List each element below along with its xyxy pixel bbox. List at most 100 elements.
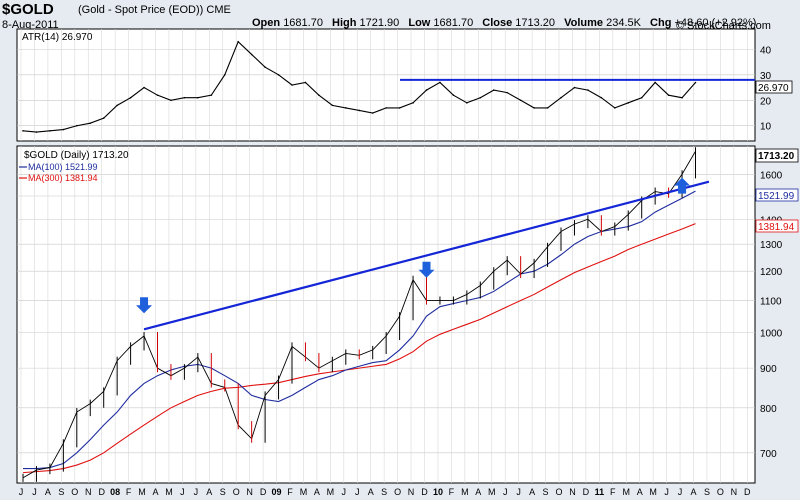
atr-point bbox=[331, 104, 334, 107]
x-tick-label: S bbox=[704, 487, 710, 497]
chart-header: $GOLD (Gold - Spot Price (EOD)) CME 8-Au… bbox=[0, 0, 800, 34]
atr-tick-label: 30 bbox=[760, 71, 772, 82]
x-tick-label: N bbox=[731, 487, 738, 497]
atr-point bbox=[600, 96, 603, 99]
atr-point bbox=[156, 94, 159, 96]
atr-last-value-tag: 26.970 bbox=[755, 80, 793, 94]
atr-point bbox=[506, 91, 509, 94]
volume-label: Volume bbox=[564, 17, 604, 29]
atr-point bbox=[519, 99, 522, 102]
atr-point bbox=[371, 112, 374, 114]
price-last-value: 1713.20 bbox=[758, 151, 795, 162]
atr-point bbox=[667, 94, 670, 96]
open-label: Open bbox=[252, 17, 281, 29]
x-tick-label: A bbox=[475, 487, 481, 497]
x-tick-label: D bbox=[421, 487, 428, 497]
x-tick-label: S bbox=[543, 487, 549, 497]
x-tick-label: A bbox=[206, 487, 212, 497]
price-legend-label: $GOLD (Daily) bbox=[24, 150, 90, 161]
price-tick-label: 1100 bbox=[760, 297, 782, 308]
x-tick-label: A bbox=[690, 487, 696, 497]
x-tick-label: D bbox=[583, 487, 590, 497]
x-tick-label: J bbox=[342, 487, 347, 497]
price-tick-label: 1200 bbox=[760, 267, 783, 278]
x-tick-label: D bbox=[260, 487, 267, 497]
atr-point bbox=[546, 107, 549, 109]
price-tick-label: 1000 bbox=[760, 329, 783, 340]
description-text: (Gold - Spot Price (EOD)) bbox=[78, 4, 204, 16]
x-tick-label: J bbox=[355, 487, 360, 497]
symbol-description: (Gold - Spot Price (EOD)) CME bbox=[78, 4, 231, 16]
x-tick-label: M bbox=[165, 487, 173, 497]
atr-point bbox=[479, 96, 482, 99]
atr-point bbox=[466, 102, 468, 104]
atr-point bbox=[210, 94, 213, 96]
atr-point bbox=[62, 128, 65, 131]
price-tick-label: 1600 bbox=[760, 170, 783, 181]
x-tick-label: D bbox=[98, 487, 105, 497]
x-tick-label: N bbox=[569, 487, 576, 497]
price-tick-label: 700 bbox=[760, 449, 777, 460]
low-value: 1681.70 bbox=[433, 17, 474, 29]
x-tick-label: D bbox=[744, 487, 751, 497]
x-tick-label: N bbox=[85, 487, 92, 497]
atr-point bbox=[492, 89, 495, 91]
x-tick-label: 11 bbox=[595, 487, 605, 497]
x-tick-label: N bbox=[246, 487, 253, 497]
x-tick-label: M bbox=[623, 487, 631, 497]
annotations bbox=[136, 78, 755, 331]
x-tick-label: 09 bbox=[272, 487, 282, 497]
price-tick-label: 800 bbox=[760, 404, 777, 415]
x-tick-label: F bbox=[126, 487, 132, 497]
atr-tick-label: 20 bbox=[760, 96, 772, 107]
x-tick-label: M bbox=[649, 487, 657, 497]
atr-point bbox=[277, 74, 280, 76]
ma100-line bbox=[23, 190, 696, 470]
x-tick-label: F bbox=[449, 487, 455, 497]
atr-point bbox=[76, 124, 78, 127]
ma300-last-value: 1381.94 bbox=[758, 222, 795, 233]
atr-point bbox=[264, 66, 266, 68]
date-label: 8-Aug-2011 bbox=[2, 19, 59, 31]
x-tick-label: M bbox=[300, 487, 308, 497]
atr-point bbox=[654, 81, 656, 84]
price-tick-label: 1300 bbox=[760, 240, 783, 251]
symbol-title: $GOLD bbox=[2, 1, 54, 18]
atr-tick-label: 10 bbox=[760, 122, 772, 133]
x-tick-label: F bbox=[610, 487, 616, 497]
ma300-line bbox=[22, 223, 696, 474]
x-tick-label: S bbox=[220, 487, 226, 497]
atr-series bbox=[22, 40, 697, 133]
atr-point bbox=[291, 84, 293, 86]
ma100-last-value-tag: 1521.99 bbox=[755, 188, 799, 202]
x-tick-label: O bbox=[717, 487, 724, 497]
ma100-legend: MA(100) 1521.99 bbox=[28, 162, 98, 172]
atr-point bbox=[143, 86, 145, 89]
ma300-legend-label: MA(300) bbox=[28, 173, 63, 183]
arrow-up-icon bbox=[674, 177, 691, 194]
atr-point bbox=[318, 94, 320, 96]
x-tick-label: M bbox=[461, 487, 469, 497]
x-tick-label: J bbox=[664, 487, 669, 497]
x-tick-label: J bbox=[503, 487, 508, 497]
atr-point bbox=[22, 130, 24, 132]
high-label: High bbox=[332, 17, 357, 29]
atr-point bbox=[89, 122, 92, 124]
atr-point bbox=[102, 117, 105, 119]
atr-point bbox=[694, 81, 697, 84]
atr-grid bbox=[17, 29, 755, 141]
ma300-last-value-tag: 1381.94 bbox=[755, 219, 799, 233]
atr-point bbox=[197, 96, 199, 99]
close-label: Close bbox=[482, 17, 513, 29]
atr-point bbox=[237, 40, 239, 43]
x-tick-label: S bbox=[58, 487, 64, 497]
ma100-last-value: 1521.99 bbox=[758, 191, 795, 202]
ma300-legend: MA(300) 1381.94 bbox=[28, 173, 98, 183]
x-tick-label: 08 bbox=[110, 487, 120, 497]
atr-point bbox=[439, 81, 441, 84]
atr-point bbox=[304, 81, 307, 84]
arrow-down-icon bbox=[418, 261, 435, 278]
volume-value: 234.5K bbox=[606, 17, 641, 29]
close-value: 1713.20 bbox=[515, 17, 556, 29]
